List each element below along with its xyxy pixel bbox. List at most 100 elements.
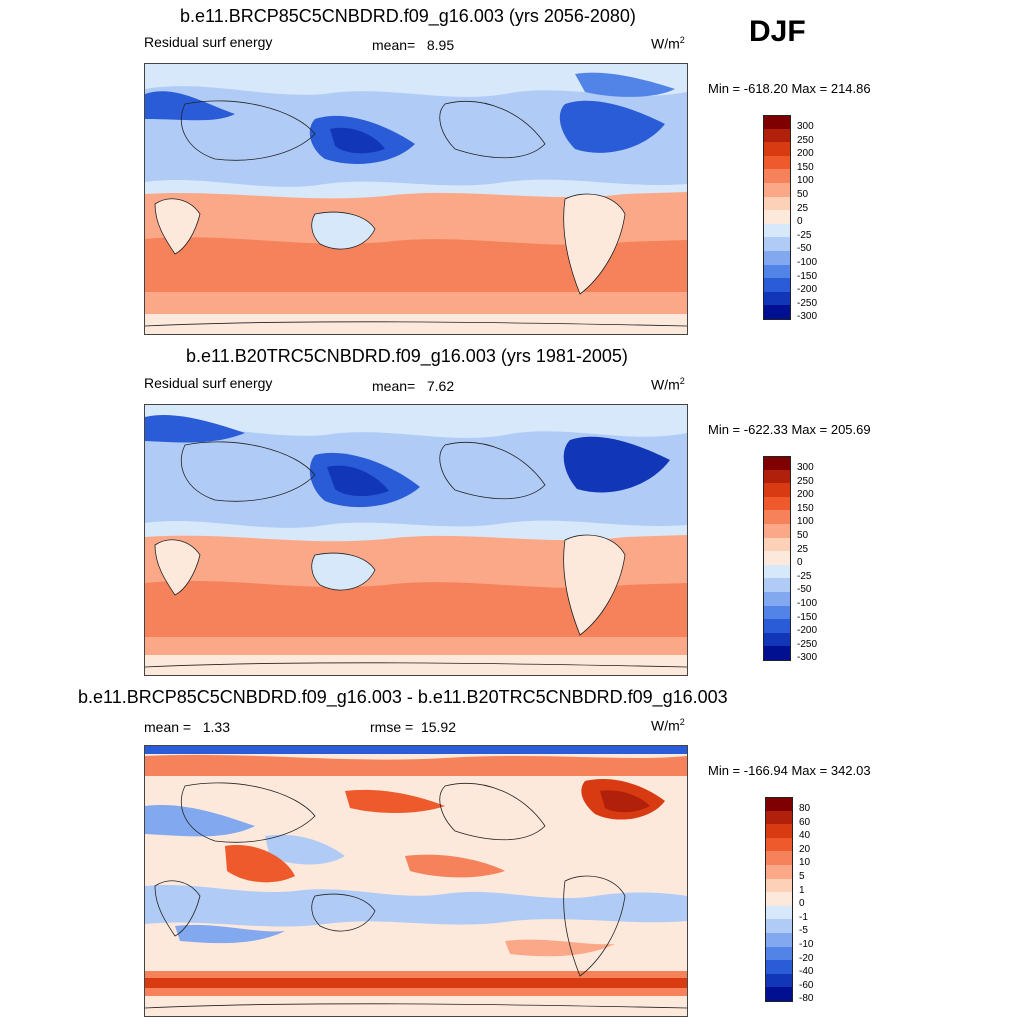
colorbar-tick-label: 150 [797,502,814,514]
colorbar-swatch [765,973,793,988]
colorbar-swatch [763,592,791,606]
panel1-colorbar: 300 250 200 150 100 50 25 0 -25 -50 -100 -150 -200 -2… [763,115,823,329]
colorbar-swatch [763,510,791,524]
colorbar-swatch [763,305,791,320]
colorbar-tick-label: -300 [797,311,818,323]
colorbar-tick-label: 300 [797,121,814,132]
colorbar-tick-label: -5 [799,925,808,937]
colorbar-tick-label: -40 [799,966,814,978]
colorbar-swatch [765,960,793,974]
panel2-minmax: Min = -622.33 Max = 205.69 [708,422,871,437]
colorbar-swatch [765,919,793,933]
panel1-minmax: Min = -618.20 Max = 214.86 [708,81,871,96]
panel3-minmax: Min = -166.94 Max = 342.03 [708,763,871,778]
colorbar-swatch [763,551,791,565]
colorbar-tick-label: -150 [797,611,818,623]
colorbar-tick-label: 0 [797,557,803,569]
colorbar-swatch [763,578,791,592]
colorbar-swatch [763,456,791,471]
colorbar-tick-label: 60 [799,816,811,828]
panel3-rmse: rmse = 15.92 [370,719,456,735]
colorbar-swatch [763,115,791,130]
colorbar-tick-label: -10 [799,939,814,950]
panel1-units: W/m2 [651,35,685,52]
colorbar-tick-label: 5 [799,871,805,882]
colorbar-tick-label: -150 [797,270,818,282]
colorbar-swatch [763,251,791,265]
panel2-mean: mean= 7.62 [372,378,455,394]
colorbar-tick-label: 300 [797,462,814,473]
colorbar-tick-label: -1 [799,911,808,923]
colorbar-tick-label: 1 [799,884,805,896]
colorbar-swatch [765,987,793,1002]
colorbar-tick-label: -25 [797,229,812,241]
colorbar-swatch [765,837,793,852]
panel3-title: b.e11.BRCP85C5CNBDRD.f09_g16.003 - b.e11… [78,687,728,707]
colorbar-tick-label: 100 [797,516,814,528]
colorbar-swatch [763,483,791,497]
colorbar-tick-label: -25 [797,570,812,582]
season-label: DJF [749,15,806,48]
colorbar-tick-label: 100 [797,175,814,187]
colorbar-tick-label: 50 [797,530,809,541]
colorbar-swatch [763,291,791,306]
colorbar-swatch [763,278,791,292]
colorbar-tick-label: 80 [799,803,811,814]
panel2-units: W/m2 [651,376,685,393]
colorbar-tick-label: 250 [797,475,814,487]
colorbar-tick-label: 0 [799,898,805,910]
colorbar-swatch [765,878,793,893]
colorbar-tick-label: -300 [797,652,818,664]
colorbar-tick-label: 20 [799,843,811,855]
colorbar-tick-label: -200 [797,284,818,296]
colorbar-swatch [765,810,793,825]
colorbar-tick-label: 200 [797,489,814,501]
colorbar-swatch [763,646,791,661]
colorbar-swatch [763,496,791,511]
panel3-map-plot [145,746,687,1016]
panel2-map [144,404,688,676]
panel3-colorbar: 80 60 40 20 10 5 1 0 -1 -5 -10 -20 -40 -60 -80 [765,797,825,1011]
colorbar-swatch [763,210,791,224]
colorbar-tick-label: 50 [797,189,809,200]
colorbar-swatch [765,905,793,920]
colorbar-swatch [763,524,791,538]
colorbar-tick-label: 25 [797,202,809,214]
panel2-map-plot [145,405,687,675]
colorbar-tick-label: -100 [797,257,818,268]
colorbar-swatch [763,264,791,279]
colorbar-swatch [765,797,793,812]
colorbar-swatch [763,169,791,183]
colorbar-tick-label: 0 [797,216,803,228]
colorbar-tick-label: 40 [799,830,811,842]
colorbar-swatch [765,892,793,906]
colorbar-swatch [763,237,791,251]
colorbar-tick-label: 250 [797,134,814,146]
colorbar-tick-label: -50 [797,243,812,255]
colorbar-tick-label: 25 [797,543,809,555]
colorbar-swatch [763,564,791,579]
panel2-variable-label: Residual surf energy [144,375,273,391]
colorbar-tick-label: -50 [797,584,812,596]
panel3-units: W/m2 [651,717,685,734]
panel1-variable-label: Residual surf energy [144,34,273,50]
panel3-map [144,745,688,1017]
panel2-title: b.e11.B20TRC5CNBDRD.f09_g16.003 (yrs 198… [186,346,628,366]
colorbar-tick-label: -250 [797,638,818,650]
colorbar-swatch [763,469,791,484]
panel1-map [144,63,688,335]
colorbar-swatch [763,632,791,647]
colorbar-swatch [763,223,791,238]
panel1-map-plot [145,64,687,334]
colorbar-tick-label: -200 [797,625,818,637]
colorbar-swatch [763,128,791,143]
colorbar-tick-label: 10 [799,857,811,869]
panel1-mean: mean= 8.95 [372,37,455,53]
colorbar-tick-label: -60 [799,979,814,991]
colorbar-tick-label: -100 [797,598,818,609]
colorbar-swatch [763,183,791,197]
colorbar-tick-label: -20 [799,952,814,964]
panel1-title: b.e11.BRCP85C5CNBDRD.f09_g16.003 (yrs 20… [180,6,636,26]
colorbar-tick-label: -80 [799,993,814,1005]
colorbar-tick-label: 150 [797,161,814,173]
